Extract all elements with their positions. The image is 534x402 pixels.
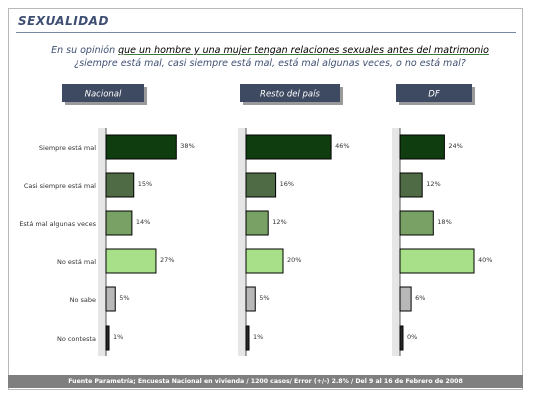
- data-label: 5%: [259, 294, 269, 302]
- data-label: 12%: [272, 218, 286, 226]
- data-label: 40%: [478, 256, 492, 264]
- bar: [105, 248, 157, 274]
- bar: [245, 134, 332, 160]
- data-label: 15%: [138, 180, 152, 188]
- data-label: 1%: [113, 333, 123, 341]
- bar: [399, 172, 423, 198]
- chart-title: SEXUALIDAD: [18, 14, 109, 28]
- panel-header-nacional: [62, 84, 144, 102]
- data-label: 5%: [119, 294, 129, 302]
- bar: [245, 210, 269, 236]
- bar: [399, 286, 412, 312]
- bar: [399, 325, 404, 351]
- title-divider: [16, 32, 516, 33]
- bar: [105, 172, 135, 198]
- category-label: No sabe: [70, 296, 96, 304]
- bar: [399, 134, 445, 160]
- panel-header-df: [396, 84, 472, 102]
- bar: [245, 325, 250, 351]
- axis-shade: [98, 128, 106, 356]
- category-label: No está mal: [57, 258, 96, 266]
- category-label: Casi siempre está mal: [24, 182, 96, 190]
- bar: [245, 286, 256, 312]
- axis-shade: [392, 128, 400, 356]
- bar: [105, 286, 116, 312]
- data-label: 20%: [287, 256, 301, 264]
- question-lead: En su opinión: [51, 45, 119, 56]
- category-label: No contesta: [57, 335, 96, 343]
- bar: [245, 172, 277, 198]
- panel-title: DF: [428, 90, 440, 100]
- data-label: 18%: [437, 218, 451, 226]
- question-highlight: que un hombre y una mujer tengan relacio…: [118, 45, 489, 56]
- question-options: ¿siempre está mal, casi siempre está mal…: [74, 58, 466, 69]
- panel-title: Nacional: [85, 90, 122, 100]
- category-label: Está mal algunas veces: [19, 220, 96, 228]
- survey-question: En su opinión que un hombre y una mujer …: [30, 44, 510, 70]
- bar: [245, 248, 284, 274]
- data-label: 27%: [160, 256, 174, 264]
- data-label: 38%: [180, 142, 194, 150]
- data-label: 1%: [253, 333, 263, 341]
- chart-frame: [8, 8, 523, 390]
- bar: [105, 134, 177, 160]
- source-footer: Fuente Parametría; Encuesta Nacional en …: [8, 375, 523, 388]
- panel-title: Resto del país: [260, 90, 320, 100]
- data-label: 16%: [280, 180, 294, 188]
- bar: [105, 210, 133, 236]
- data-label: 6%: [415, 294, 425, 302]
- category-label: Siempre está mal: [39, 144, 96, 152]
- data-label: 12%: [426, 180, 440, 188]
- data-label: 0%: [407, 333, 417, 341]
- data-label: 46%: [335, 142, 349, 150]
- axis-shade: [238, 128, 246, 356]
- data-label: 14%: [136, 218, 150, 226]
- data-label: 24%: [448, 142, 462, 150]
- bar: [105, 325, 110, 351]
- bar: [399, 248, 475, 274]
- panel-header-resto-del-pa-s: [240, 84, 340, 102]
- bar: [399, 210, 434, 236]
